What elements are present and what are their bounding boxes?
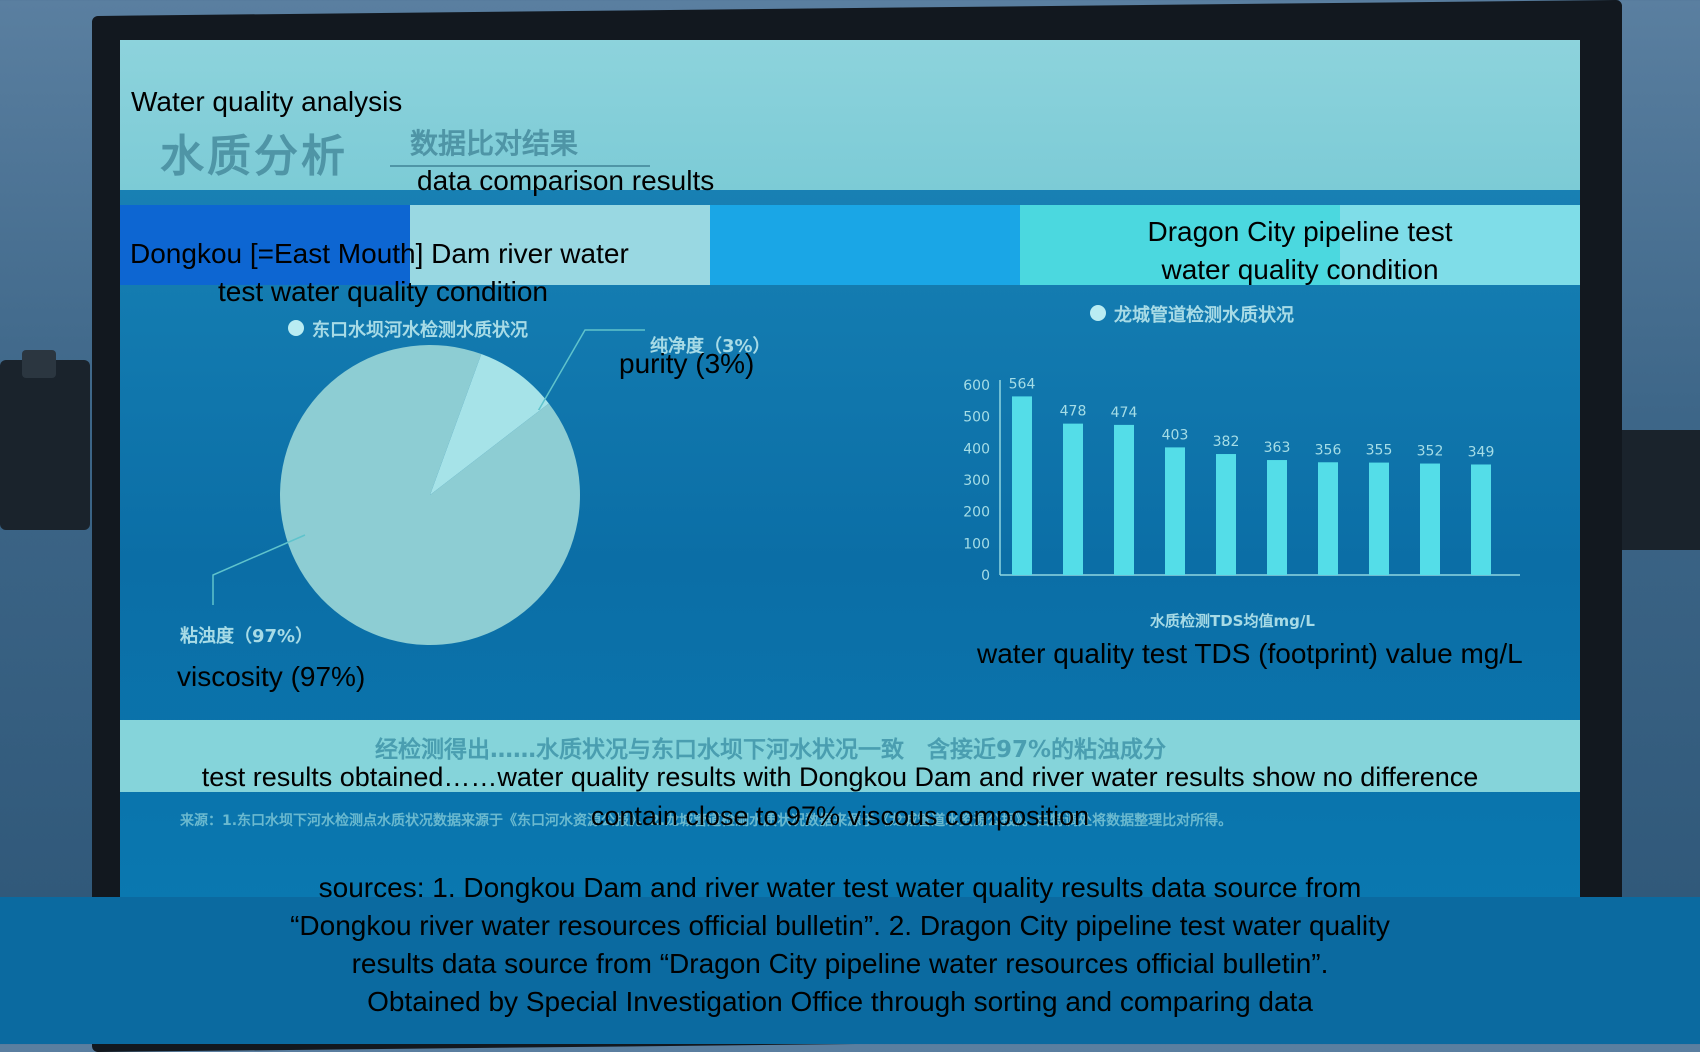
overlay-conclusion-line1: test results obtained……water quality res… [201, 762, 1479, 792]
y-tick-label: 500 [963, 410, 990, 426]
bar [1420, 463, 1440, 575]
overlay-subtitle: data comparison results [417, 165, 715, 196]
bar [1063, 423, 1083, 575]
color-strip-5 [1340, 205, 1580, 285]
conclusion-band [120, 720, 1580, 792]
y-tick-label: 300 [963, 473, 990, 489]
screen-header-area [120, 40, 1580, 190]
overlay-left-heading-line2: test water quality condition [218, 276, 548, 307]
overlay-right-heading-line2: water quality condition [1161, 254, 1439, 285]
pie-slice-viscosity [280, 345, 580, 645]
overlay-sources-line2: “Dongkou river water resources official … [290, 910, 1390, 941]
viscosity-leader-line [212, 534, 306, 605]
monitor-mount-right [1620, 430, 1700, 550]
y-tick-label: 400 [963, 441, 990, 457]
right-legend-dot [1090, 305, 1106, 321]
bar-chart: 0 100 200 300 400 500 600 564 478 474 403 382 363 356… [963, 376, 1520, 584]
subtitle-panel [0, 897, 1700, 1044]
bar-value-label: 352 [1417, 444, 1444, 460]
right-heading-cn: 龙城管道检测水质状况 [1114, 305, 1294, 326]
bar [1471, 464, 1491, 575]
bar-value-label: 564 [1009, 376, 1036, 392]
bar-value-label: 474 [1111, 405, 1138, 421]
left-legend-dot [288, 320, 304, 336]
overlay-axis-label: water quality test TDS (footprint) value… [977, 638, 1523, 669]
y-tick-label: 200 [963, 505, 990, 521]
bar [1318, 462, 1338, 575]
overlay-sources-line3: results data source from “Dragon City pi… [351, 948, 1329, 979]
overlay-left-heading-line1: Dongkou [=East Mouth] Dam river water [130, 238, 629, 269]
bar-value-label: 349 [1468, 444, 1495, 460]
bar-axis-label-cn: 水质检测TDS均值mg/L [1150, 612, 1315, 630]
conclusion-cn: 经检测得出……水质状况与东口水坝下河水状况一致 含接近97%的粘浊成分 [375, 737, 1167, 763]
left-heading-cn: 东口水坝河水检测水质状况 [312, 320, 528, 341]
bar-value-label: 356 [1315, 442, 1342, 458]
y-tick-label: 0 [981, 568, 990, 584]
overlay-viscosity: viscosity (97%) [177, 661, 366, 692]
y-tick-label: 600 [963, 378, 990, 394]
bar-value-label: 478 [1060, 404, 1087, 420]
overlay-conclusion-line2: contain close to 97% viscous composition [590, 801, 1090, 831]
bar-value-label: 355 [1366, 443, 1393, 459]
y-tick-label: 100 [963, 536, 990, 552]
bar-value-label: 382 [1213, 434, 1240, 450]
bar [1267, 460, 1287, 575]
monitor-screen: 水质分析 数据比对结果 东口水坝河水检测水质状况 龙城管道检测水质状况 纯净度（… [120, 40, 1580, 910]
viscosity-label-cn: 粘浊度（97%） [180, 626, 314, 647]
bar [1114, 424, 1134, 575]
overlay-right-heading-line1: Dragon City pipeline test [1147, 216, 1453, 247]
pie-chart [260, 325, 600, 665]
bar [1012, 396, 1032, 575]
purity-label-cn: 纯净度（3%） [650, 336, 771, 357]
bar-value-label: 363 [1264, 440, 1291, 456]
title-underline [390, 165, 650, 167]
purity-leader-line [537, 329, 645, 410]
color-strip-3 [710, 205, 1020, 285]
overlay-sources-line1: sources: 1. Dongkou Dam and river water … [318, 872, 1362, 903]
screen-subtitle-cn: 数据比对结果 [410, 127, 579, 160]
monitor-mount-left [0, 350, 90, 530]
source-cn: 来源：1.东口水坝下河水检测点水质状况数据来源于《东口河水资源公报》。2.龙城管… [180, 813, 1233, 829]
bar [1216, 454, 1236, 575]
color-strip-2 [410, 205, 710, 285]
overlay-title: Water quality analysis [131, 86, 403, 117]
color-strip-4 [1020, 205, 1340, 285]
bar [1369, 462, 1389, 575]
screen-title-cn: 水质分析 [160, 131, 348, 182]
pie-slice-purity [430, 354, 549, 495]
mount-knob [22, 350, 56, 378]
overlay-sources-line4: Obtained by Special Investigation Office… [367, 986, 1313, 1017]
overlay-purity: purity (3%) [619, 348, 755, 379]
color-strip-1 [120, 205, 410, 285]
bar-value-label: 403 [1162, 427, 1189, 443]
bar [1165, 447, 1185, 575]
